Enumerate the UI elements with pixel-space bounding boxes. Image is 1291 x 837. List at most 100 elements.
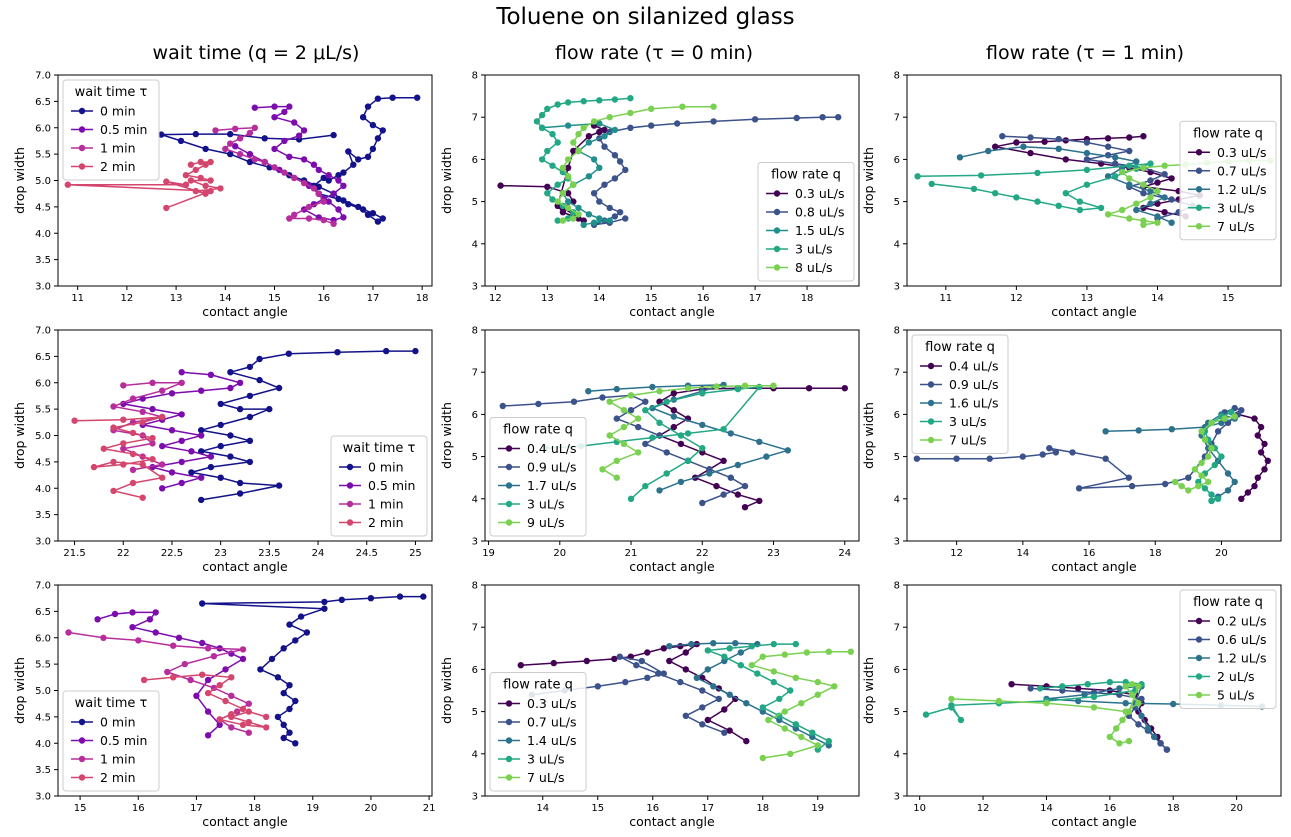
- x-tick-label: 18: [801, 293, 814, 304]
- data-point: [1140, 221, 1147, 228]
- y-tick-label: 3.5: [35, 765, 51, 776]
- data-point: [635, 423, 642, 431]
- data-point: [720, 457, 727, 464]
- data-point: [164, 668, 171, 676]
- data-point: [1076, 198, 1084, 205]
- data-point: [737, 662, 744, 669]
- data-point: [274, 713, 282, 721]
- data-point: [953, 455, 960, 462]
- data-point: [948, 695, 955, 703]
- legend-label: 0.5 min: [368, 478, 415, 493]
- data-point: [638, 657, 645, 665]
- data-point: [1201, 436, 1209, 443]
- data-point: [1125, 474, 1133, 481]
- data-point: [677, 478, 685, 486]
- data-point: [699, 721, 706, 728]
- data-point: [239, 721, 247, 728]
- data-point: [350, 161, 357, 168]
- data-point: [188, 469, 195, 476]
- plot-area-frame: [906, 329, 1282, 542]
- data-point: [1036, 685, 1044, 692]
- legend-title: flow rate q: [771, 168, 841, 183]
- data-point: [781, 708, 788, 715]
- data-point: [713, 482, 720, 490]
- series-1: [497, 122, 608, 224]
- data-point: [999, 133, 1006, 140]
- data-point: [281, 137, 288, 145]
- data-point: [613, 474, 620, 481]
- legend-label: 7 uL/s: [1217, 219, 1255, 234]
- data-point: [1140, 164, 1147, 171]
- data-point: [1168, 219, 1175, 226]
- data-point: [564, 173, 572, 180]
- data-point: [517, 662, 524, 669]
- series-line: [959, 145, 1172, 224]
- data-point: [1119, 716, 1126, 724]
- data-point: [100, 634, 107, 641]
- data-point: [549, 130, 556, 138]
- data-point: [1198, 428, 1205, 435]
- x-axis-label: contact angle: [202, 304, 288, 319]
- data-point: [1126, 147, 1133, 155]
- data-point: [239, 705, 247, 713]
- data-point: [677, 678, 684, 686]
- y-tick-label: 7: [894, 368, 900, 379]
- data-point: [246, 363, 254, 371]
- data-point: [611, 126, 619, 134]
- data-point: [1238, 495, 1245, 502]
- column-title-3: flow rate (τ = 1 min): [985, 42, 1185, 64]
- data-point: [1104, 143, 1112, 150]
- legend-marker: [346, 500, 354, 508]
- data-point: [110, 403, 117, 410]
- data-point: [1122, 683, 1129, 690]
- data-point: [1052, 449, 1060, 456]
- data-point: [787, 687, 794, 694]
- legend-title: flow rate q: [503, 423, 573, 438]
- data-point: [320, 174, 327, 182]
- data-point: [554, 101, 561, 108]
- legend-title: flow rate q: [1193, 126, 1263, 141]
- data-point: [1147, 160, 1154, 167]
- data-point: [594, 683, 601, 690]
- legend-label: 0 min: [100, 104, 136, 119]
- data-point: [315, 183, 322, 190]
- data-point: [274, 674, 282, 681]
- data-point: [139, 408, 146, 415]
- data-point: [303, 629, 311, 636]
- y-tick-label: 3: [894, 282, 900, 293]
- data-point: [570, 147, 577, 155]
- data-point: [601, 181, 608, 188]
- series-4: [140, 671, 270, 731]
- legend-marker: [505, 500, 513, 508]
- y-tick-label: 4.0: [35, 484, 51, 495]
- plot-area-frame: [484, 74, 860, 287]
- legend-marker: [78, 755, 86, 763]
- data-point: [575, 204, 582, 212]
- x-axis-label: contact angle: [202, 814, 288, 829]
- series-3: [666, 640, 832, 749]
- legend-box: [1179, 120, 1277, 241]
- x-axis-label: contact angle: [202, 559, 288, 574]
- data-point: [359, 114, 367, 121]
- data-point: [222, 145, 229, 153]
- data-point: [781, 651, 788, 658]
- data-point: [992, 143, 999, 150]
- data-point: [1104, 211, 1112, 218]
- data-point: [570, 181, 577, 188]
- data-point: [776, 695, 783, 703]
- data-point: [611, 152, 619, 159]
- data-point: [1128, 691, 1136, 698]
- legend-marker: [927, 381, 935, 388]
- data-point: [1008, 681, 1015, 688]
- x-tick-label: 20: [365, 803, 378, 814]
- data-point: [538, 111, 546, 119]
- x-tick-label: 24: [312, 548, 325, 559]
- data-point: [1027, 149, 1034, 157]
- data-point: [1055, 202, 1062, 209]
- data-point: [1112, 160, 1119, 167]
- data-point: [613, 385, 620, 393]
- data-point: [178, 479, 185, 487]
- data-point: [1208, 497, 1215, 505]
- series-1: [656, 385, 848, 511]
- data-point: [699, 390, 706, 397]
